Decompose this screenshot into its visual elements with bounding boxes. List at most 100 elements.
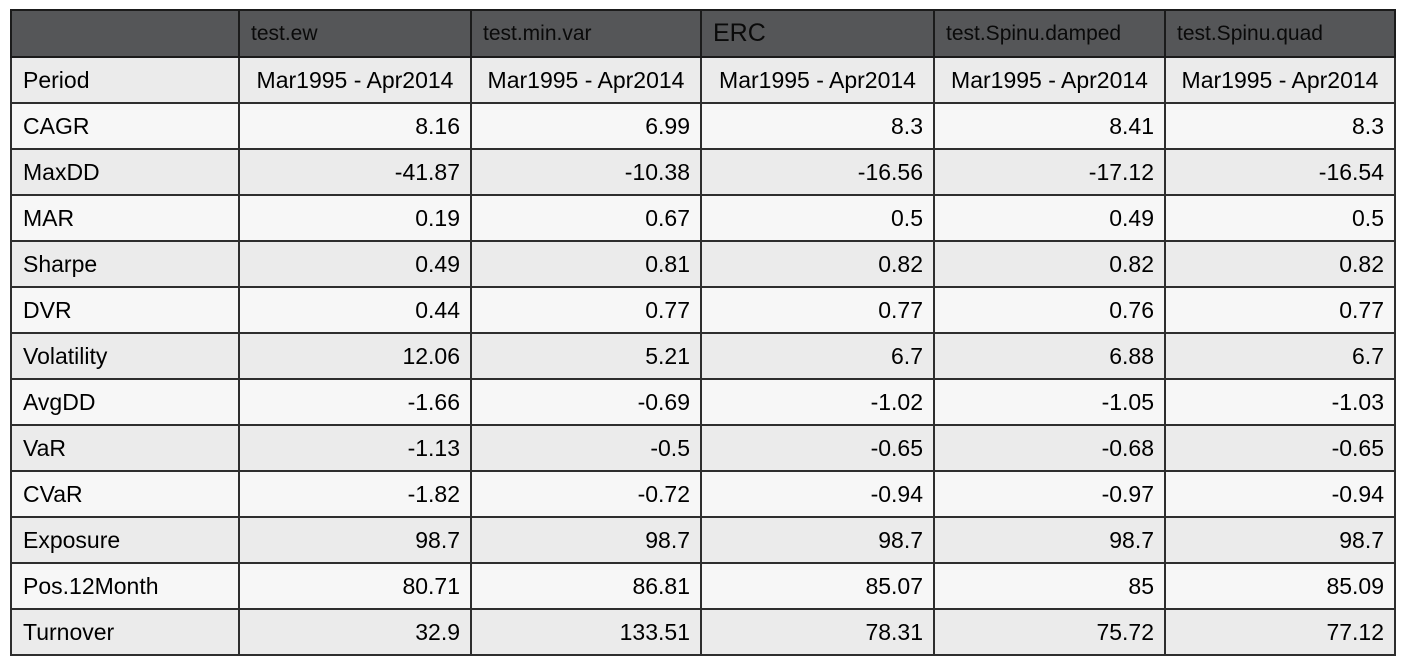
table-row-exposure: Exposure 98.7 98.7 98.7 98.7 98.7 [10, 516, 1396, 564]
row-label: Turnover [10, 608, 240, 656]
table-row-sharpe: Sharpe 0.49 0.81 0.82 0.82 0.82 [10, 240, 1396, 288]
column-header-erc: ERC [700, 9, 935, 58]
row-label: AvgDD [10, 378, 240, 426]
table-row-pos12month: Pos.12Month 80.71 86.81 85.07 85 85.09 [10, 562, 1396, 610]
cell: 0.76 [933, 286, 1166, 334]
cell: 0.5 [1164, 194, 1396, 242]
cell: -10.38 [470, 148, 702, 196]
column-header-blank [10, 9, 240, 58]
column-header-test-spinu-quad: test.Spinu.quad [1164, 9, 1396, 58]
cell: Mar1995 - Apr2014 [238, 56, 472, 104]
cell: 133.51 [470, 608, 702, 656]
cell: 0.49 [933, 194, 1166, 242]
cell: -17.12 [933, 148, 1166, 196]
cell: 85.09 [1164, 562, 1396, 610]
cell: 0.77 [700, 286, 935, 334]
cell: 8.3 [700, 102, 935, 150]
cell: 0.5 [700, 194, 935, 242]
row-label: CVaR [10, 470, 240, 518]
row-label: CAGR [10, 102, 240, 150]
row-label: Sharpe [10, 240, 240, 288]
column-header-test-ew: test.ew [238, 9, 472, 58]
cell: -1.03 [1164, 378, 1396, 426]
row-label: MAR [10, 194, 240, 242]
row-label: DVR [10, 286, 240, 334]
row-label: Exposure [10, 516, 240, 564]
cell: -41.87 [238, 148, 472, 196]
cell: Mar1995 - Apr2014 [470, 56, 702, 104]
table-row-avgdd: AvgDD -1.66 -0.69 -1.02 -1.05 -1.03 [10, 378, 1396, 426]
cell: 98.7 [238, 516, 472, 564]
cell: Mar1995 - Apr2014 [700, 56, 935, 104]
column-header-test-spinu-damped: test.Spinu.damped [933, 9, 1166, 58]
table-row-cvar: CVaR -1.82 -0.72 -0.94 -0.97 -0.94 [10, 470, 1396, 518]
cell: 75.72 [933, 608, 1166, 656]
cell: 98.7 [1164, 516, 1396, 564]
cell: 0.67 [470, 194, 702, 242]
cell: 78.31 [700, 608, 935, 656]
cell: -1.82 [238, 470, 472, 518]
table-row-dvr: DVR 0.44 0.77 0.77 0.76 0.77 [10, 286, 1396, 334]
cell: Mar1995 - Apr2014 [1164, 56, 1396, 104]
table-row-mar: MAR 0.19 0.67 0.5 0.49 0.5 [10, 194, 1396, 242]
cell: 0.82 [1164, 240, 1396, 288]
row-label: VaR [10, 424, 240, 472]
table-row-period: Period Mar1995 - Apr2014 Mar1995 - Apr20… [10, 56, 1396, 104]
table-row-turnover: Turnover 32.9 133.51 78.31 75.72 77.12 [10, 608, 1396, 656]
column-header-test-min-var: test.min.var [470, 9, 702, 58]
cell: 0.44 [238, 286, 472, 334]
table-row-var: VaR -1.13 -0.5 -0.65 -0.68 -0.65 [10, 424, 1396, 472]
row-label: Period [10, 56, 240, 104]
backtest-performance-table: test.ew test.min.var ERC test.Spinu.damp… [10, 9, 1396, 656]
cell: 6.7 [700, 332, 935, 380]
cell: 5.21 [470, 332, 702, 380]
cell: 98.7 [933, 516, 1166, 564]
cell: 80.71 [238, 562, 472, 610]
cell: -1.02 [700, 378, 935, 426]
cell: -0.69 [470, 378, 702, 426]
header-row: test.ew test.min.var ERC test.Spinu.damp… [10, 9, 1396, 58]
cell: -0.97 [933, 470, 1166, 518]
cell: Mar1995 - Apr2014 [933, 56, 1166, 104]
cell: 8.41 [933, 102, 1166, 150]
cell: 0.77 [1164, 286, 1396, 334]
cell: -16.54 [1164, 148, 1396, 196]
cell: 98.7 [700, 516, 935, 564]
cell: 6.88 [933, 332, 1166, 380]
table-header: test.ew test.min.var ERC test.Spinu.damp… [10, 9, 1396, 58]
cell: 0.81 [470, 240, 702, 288]
cell: -1.13 [238, 424, 472, 472]
cell: 12.06 [238, 332, 472, 380]
cell: -1.05 [933, 378, 1166, 426]
cell: -0.94 [700, 470, 935, 518]
cell: 0.19 [238, 194, 472, 242]
cell: -0.5 [470, 424, 702, 472]
cell: 85.07 [700, 562, 935, 610]
cell: 6.99 [470, 102, 702, 150]
cell: 98.7 [470, 516, 702, 564]
cell: -0.65 [700, 424, 935, 472]
cell: -0.65 [1164, 424, 1396, 472]
cell: 0.49 [238, 240, 472, 288]
cell: -0.68 [933, 424, 1166, 472]
cell: 8.16 [238, 102, 472, 150]
table-body: Period Mar1995 - Apr2014 Mar1995 - Apr20… [10, 56, 1396, 656]
row-label: Volatility [10, 332, 240, 380]
table-row-cagr: CAGR 8.16 6.99 8.3 8.41 8.3 [10, 102, 1396, 150]
row-label: Pos.12Month [10, 562, 240, 610]
cell: -1.66 [238, 378, 472, 426]
cell: 0.82 [933, 240, 1166, 288]
cell: 0.82 [700, 240, 935, 288]
cell: 32.9 [238, 608, 472, 656]
cell: 0.77 [470, 286, 702, 334]
cell: 86.81 [470, 562, 702, 610]
cell: 85 [933, 562, 1166, 610]
cell: -0.72 [470, 470, 702, 518]
row-label: MaxDD [10, 148, 240, 196]
table-row-volatility: Volatility 12.06 5.21 6.7 6.88 6.7 [10, 332, 1396, 380]
cell: 6.7 [1164, 332, 1396, 380]
cell: 8.3 [1164, 102, 1396, 150]
cell: 77.12 [1164, 608, 1396, 656]
cell: -0.94 [1164, 470, 1396, 518]
